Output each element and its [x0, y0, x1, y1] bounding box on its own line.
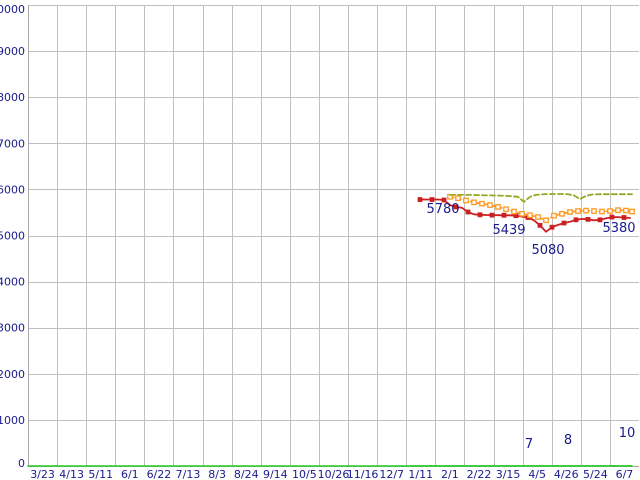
label-10: 10: [619, 426, 636, 441]
x-tick-label: 5/11: [88, 468, 113, 480]
series-marker-lowest-price: [621, 215, 627, 220]
series-marker-average-price: [479, 200, 485, 207]
label-7: 7: [525, 437, 533, 452]
label-5080: 5080: [531, 243, 564, 258]
y-tick-label: 3000: [0, 322, 25, 335]
series-marker-lowest-price: [585, 216, 591, 222]
series-marker-average-price: [535, 214, 541, 220]
x-tick-label: 3/15: [496, 468, 521, 480]
series-marker-average-price: [629, 208, 635, 215]
series-marker-average-price: [495, 204, 501, 210]
series-marker-lowest-price: [489, 212, 495, 218]
y-tick-label: 1000: [0, 414, 25, 427]
label-5780: 5780: [426, 202, 459, 217]
series-marker-lowest-price: [609, 214, 615, 220]
x-tick-label: 10/26: [318, 468, 350, 480]
series-marker-average-price: [559, 210, 565, 217]
series-marker-lowest-price: [501, 212, 507, 218]
x-tick-label: 5/24: [583, 468, 608, 480]
x-axis-tick-labels: 3/23 4/13 5/11 6/1 6/22 7/13 8/3 8/24 9/14 10/5 10…: [30, 468, 633, 480]
series-marker-average-price: [527, 212, 533, 219]
y-tick-label: 9000: [0, 45, 25, 58]
series-marker-average-price: [623, 207, 629, 214]
series-marker-average-price: [503, 206, 509, 213]
series-marker-average-price: [591, 208, 597, 214]
x-tick-label: 10/5: [292, 468, 317, 480]
series-marker-lowest-price: [465, 209, 471, 215]
x-tick-label: 2/22: [467, 468, 492, 480]
series-marker-lowest-price: [477, 212, 483, 218]
series-marker-average-price: [543, 217, 549, 224]
x-tick-label: 6/1: [121, 468, 139, 480]
x-tick-label: 8/24: [234, 468, 259, 480]
x-tick-label: 2/1: [441, 468, 459, 480]
x-tick-label: 3/23: [30, 468, 55, 480]
series-line-highest-price: [449, 193, 633, 203]
series-marker-average-price: [567, 209, 573, 215]
series-marker-average-price: [575, 208, 581, 214]
label-5380: 5380: [602, 221, 635, 236]
series-marker-average-price: [463, 197, 469, 204]
y-tick-label: 8000: [0, 91, 25, 104]
gridlines: [28, 5, 639, 467]
series-marker-lowest-price: [537, 222, 543, 228]
series-marker-lowest-price: [597, 217, 603, 223]
x-tick-label: 11/16: [347, 468, 379, 480]
x-tick-label: 4/26: [554, 468, 579, 480]
series-marker-average-price: [455, 195, 461, 202]
y-tick-label: 10000: [0, 3, 25, 16]
series-marker-average-price: [599, 208, 605, 215]
data-series-layer: [27, 193, 635, 467]
series-marker-lowest-price: [429, 197, 435, 202]
series-marker-average-price: [511, 208, 517, 215]
y-tick-label: 0: [18, 457, 25, 470]
series-marker-lowest-price: [513, 213, 519, 219]
series-marker-average-price: [551, 212, 557, 219]
label-5439: 5439: [492, 223, 525, 238]
y-tick-label: 4000: [0, 276, 25, 289]
x-tick-label: 4/13: [59, 468, 84, 480]
x-tick-label: 7/13: [176, 468, 201, 480]
series-marker-average-price: [487, 202, 493, 208]
series-marker-average-price: [519, 210, 525, 217]
x-tick-label: 8/3: [208, 468, 226, 480]
series-marker-lowest-price: [441, 197, 447, 203]
y-tick-label: 5000: [0, 230, 25, 243]
y-tick-label: 6000: [0, 183, 25, 196]
y-tick-label: 2000: [0, 368, 25, 381]
series-marker-average-price: [615, 207, 621, 213]
y-axis-tick-labels: 0 1000 2000 3000 4000 5000 6000 7000 8000 9000 100…: [0, 3, 25, 470]
series-marker-lowest-price: [549, 224, 555, 230]
x-tick-label: 12/7: [379, 468, 404, 480]
series-marker-lowest-price: [417, 197, 423, 202]
x-tick-label: 6/22: [147, 468, 172, 480]
series-marker-lowest-price: [561, 220, 567, 226]
x-tick-label: 4/5: [528, 468, 546, 480]
series-marker-average-price: [471, 199, 477, 206]
y-tick-label: 7000: [0, 137, 25, 150]
series-marker-lowest-price: [573, 217, 579, 223]
x-tick-label: 6/7: [616, 468, 634, 480]
x-tick-label: 1/11: [408, 468, 433, 480]
series-marker-average-price: [607, 208, 613, 214]
x-tick-label: 9/14: [263, 468, 288, 480]
label-8: 8: [564, 433, 572, 448]
data-point-labels: 5780 5439 5080 5380 7 8 10: [426, 202, 635, 452]
series-marker-average-price: [583, 207, 589, 214]
series-marker-lowest-price: [453, 204, 459, 210]
